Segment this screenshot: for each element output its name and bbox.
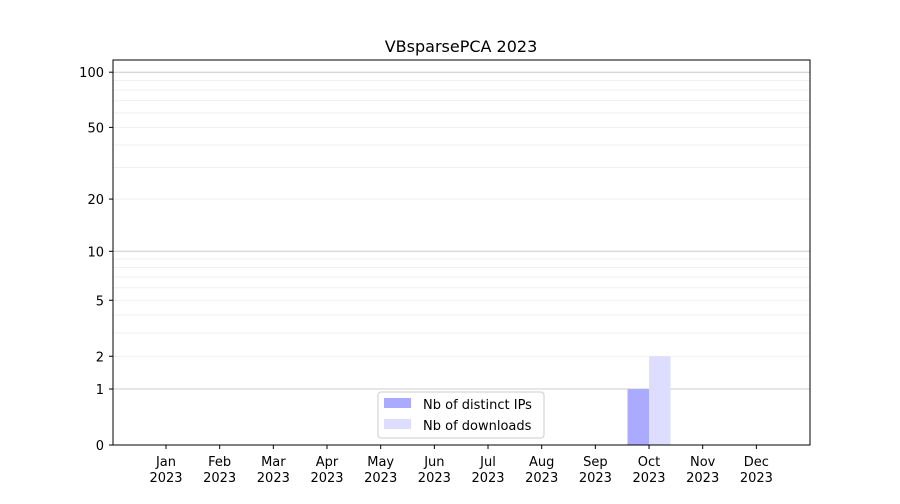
grid xyxy=(113,71,810,390)
x-tick-label-month: Oct xyxy=(638,455,660,470)
x-tick-label-month: Apr xyxy=(316,455,339,470)
x-axis: Jan2023Feb2023Mar2023Apr2023May2023Jun20… xyxy=(149,445,773,486)
x-tick-label-month: Jul xyxy=(479,455,496,470)
y-tick-label: 20 xyxy=(87,193,104,208)
x-tick-label-year: 2023 xyxy=(686,471,719,486)
bars xyxy=(627,356,671,445)
bar-ips xyxy=(627,389,650,445)
y-tick-label: 1 xyxy=(96,383,104,398)
x-tick-label-month: Jan xyxy=(155,455,176,470)
legend-box xyxy=(377,391,545,439)
legend-label-ips: Nb of distinct IPs xyxy=(423,398,532,413)
x-tick-label-year: 2023 xyxy=(149,471,182,486)
legend-swatch-downloads xyxy=(384,419,411,429)
y-tick-label: 2 xyxy=(96,350,104,365)
x-tick-label-month: Feb xyxy=(208,455,231,470)
x-tick-label-year: 2023 xyxy=(525,471,558,486)
y-tick-label: 50 xyxy=(87,121,104,136)
y-tick-label: 5 xyxy=(96,294,104,309)
y-tick-label: 100 xyxy=(79,66,104,81)
x-tick-label-month: Aug xyxy=(529,455,554,470)
x-tick-label-year: 2023 xyxy=(740,471,773,486)
x-tick-label-month: Mar xyxy=(261,455,286,470)
x-tick-label-year: 2023 xyxy=(310,471,343,486)
bar-downloads xyxy=(649,356,671,445)
x-tick-label-year: 2023 xyxy=(364,471,397,486)
y-tick-label: 10 xyxy=(87,245,104,260)
x-tick-label-year: 2023 xyxy=(632,471,665,486)
x-tick-label-year: 2023 xyxy=(418,471,451,486)
legend-label-downloads: Nb of downloads xyxy=(423,419,532,434)
x-tick-label-year: 2023 xyxy=(579,471,612,486)
legend-swatch-ips xyxy=(384,398,411,408)
x-tick-label-month: Dec xyxy=(744,455,769,470)
x-tick-label-month: Nov xyxy=(690,455,716,470)
x-tick-label-year: 2023 xyxy=(257,471,290,486)
y-tick-label: 0 xyxy=(96,439,104,454)
x-tick-label-year: 2023 xyxy=(203,471,236,486)
x-tick-label-month: May xyxy=(367,455,394,470)
plot-frame xyxy=(112,59,811,446)
legend: Nb of distinct IPs Nb of downloads xyxy=(377,391,545,439)
x-tick-label-month: Jun xyxy=(423,455,444,470)
chart-title: VBsparsePCA 2023 xyxy=(385,37,538,56)
x-tick-label-year: 2023 xyxy=(471,471,504,486)
x-tick-label-month: Sep xyxy=(583,455,608,470)
y-axis: 0 1 2 5 10 20 50 100 xyxy=(79,66,113,454)
